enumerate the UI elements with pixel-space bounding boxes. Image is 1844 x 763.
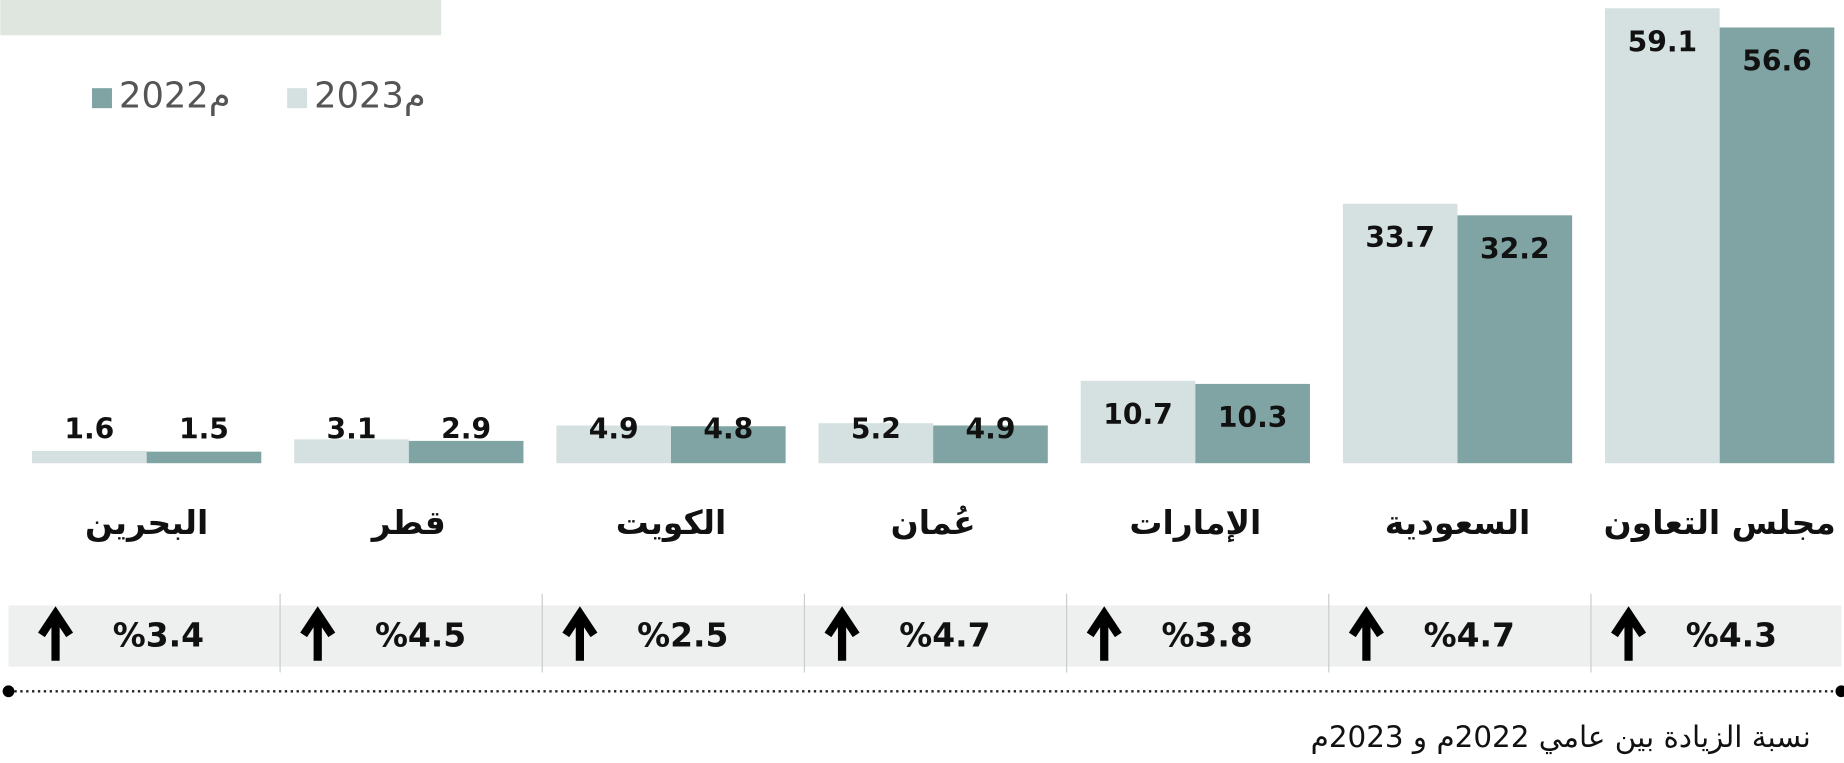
increase-arrow bbox=[38, 606, 74, 661]
category-label: مجلس التعاون bbox=[1604, 503, 1836, 543]
bar bbox=[408, 440, 524, 464]
bar bbox=[556, 425, 671, 464]
category-label: الكويت bbox=[616, 503, 727, 543]
increase-label: %3.4 bbox=[113, 616, 204, 655]
bar bbox=[294, 439, 409, 464]
increase-arrow bbox=[562, 606, 598, 661]
value-label: 59.1 bbox=[1628, 25, 1698, 58]
increase-arrow bbox=[1348, 606, 1384, 661]
increase-label: %4.5 bbox=[375, 616, 466, 655]
increase-arrow bbox=[1611, 606, 1647, 661]
value-label: 4.9 bbox=[589, 412, 639, 445]
category-label: البحرين bbox=[85, 503, 208, 542]
value-label: 2.9 bbox=[441, 412, 491, 445]
legend-swatch bbox=[91, 88, 112, 109]
footnote: نسبة الزيادة بين عامي 2022م و 2023م bbox=[1311, 720, 1811, 755]
bar bbox=[146, 451, 262, 464]
increase-label: %2.5 bbox=[637, 616, 728, 655]
value-label: 1.6 bbox=[64, 412, 114, 445]
legend-label: 2022م bbox=[119, 76, 231, 117]
category-label: عُمان bbox=[891, 503, 976, 542]
bar bbox=[32, 450, 147, 464]
bar bbox=[1342, 203, 1458, 464]
bar bbox=[1605, 8, 1720, 464]
increase-arrow bbox=[824, 606, 860, 661]
value-label: 56.6 bbox=[1742, 45, 1812, 78]
legend-label: 2023م bbox=[314, 76, 426, 117]
divider-end bbox=[1835, 685, 1844, 698]
category-label: السعودية bbox=[1385, 503, 1531, 543]
value-label: 10.3 bbox=[1218, 401, 1288, 434]
increase-label: %4.7 bbox=[1424, 616, 1515, 655]
divider-end bbox=[2, 685, 15, 698]
increase-arrow bbox=[1086, 606, 1122, 661]
value-label: 1.5 bbox=[179, 412, 229, 445]
increase-arrow bbox=[300, 606, 336, 661]
value-label: 32.2 bbox=[1480, 233, 1550, 266]
category-label: قطر bbox=[370, 503, 446, 542]
bar bbox=[1080, 380, 1196, 464]
bar bbox=[1195, 383, 1310, 464]
value-label: 33.7 bbox=[1365, 221, 1435, 254]
value-label: 4.8 bbox=[703, 412, 753, 445]
value-label: 5.2 bbox=[851, 412, 901, 445]
bar bbox=[818, 423, 934, 464]
increase-label: %3.8 bbox=[1161, 616, 1252, 655]
header-image bbox=[0, 0, 442, 36]
legend-swatch bbox=[287, 88, 308, 109]
value-label: 10.7 bbox=[1103, 398, 1173, 431]
value-label: 3.1 bbox=[327, 412, 377, 445]
bar bbox=[1457, 215, 1573, 464]
bar bbox=[670, 426, 786, 464]
category-label: الإمارات bbox=[1129, 503, 1261, 542]
value-label: 4.9 bbox=[965, 412, 1015, 445]
increase-label: %4.7 bbox=[899, 616, 990, 655]
bar bbox=[1719, 27, 1835, 464]
increase-label: %4.3 bbox=[1686, 616, 1777, 655]
bar bbox=[933, 425, 1048, 464]
